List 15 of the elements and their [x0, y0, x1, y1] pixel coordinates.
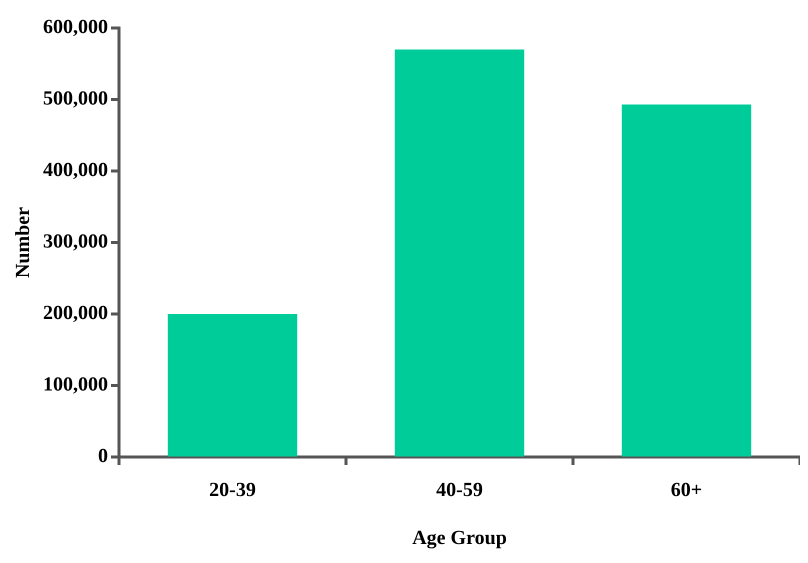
bar — [394, 49, 524, 456]
bar — [168, 314, 298, 456]
bar — [622, 104, 752, 456]
x-tick-label: 40-59 — [436, 479, 483, 502]
x-tick-label: 60+ — [670, 479, 702, 502]
x-tick-label: 20-39 — [209, 479, 256, 502]
y-tick-label: 500,000 — [43, 88, 108, 110]
y-tick-label: 100,000 — [43, 374, 108, 396]
y-axis-title: Number — [12, 206, 34, 278]
y-tick-label: 600,000 — [43, 16, 108, 38]
y-tick-label: 200,000 — [43, 302, 108, 324]
y-tick-label: 400,000 — [43, 159, 108, 182]
x-axis-title: Age Group — [412, 527, 507, 550]
y-tick-label: 0 — [98, 445, 108, 468]
y-tick-label: 300,000 — [43, 230, 108, 253]
